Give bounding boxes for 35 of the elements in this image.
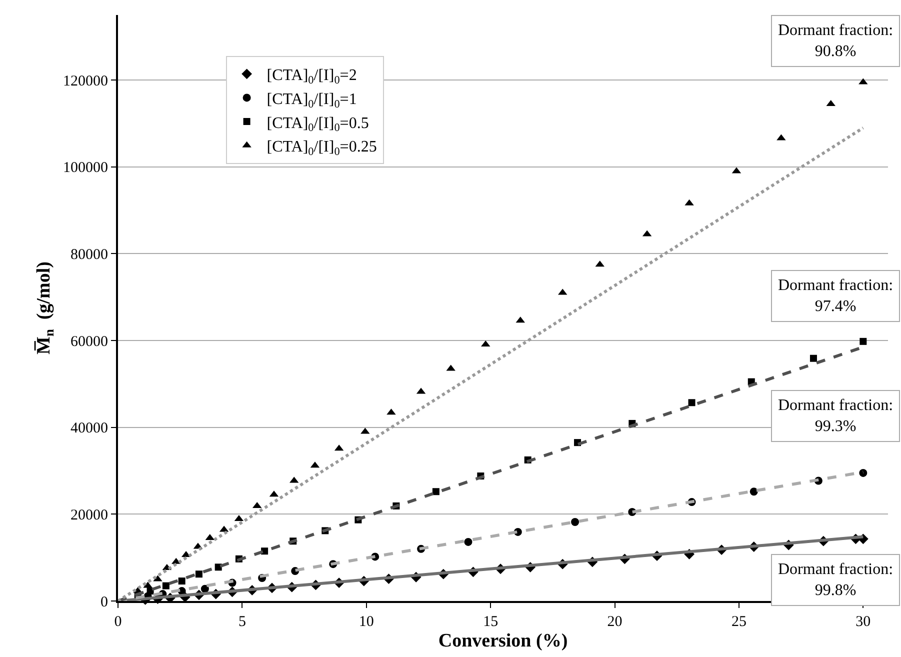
annotation: Dormant fraction: 90.8% <box>778 22 894 60</box>
point <box>178 578 186 585</box>
legend-label: [CTA]$_{0}$/[I]$_{0}$=1 <box>266 90 357 110</box>
y-tick-label: 80000 <box>70 246 108 263</box>
point <box>195 570 202 578</box>
y-tick-label: 120000 <box>63 73 108 90</box>
point <box>688 399 696 406</box>
point <box>750 488 758 496</box>
x-tick-label: 15 <box>483 614 498 630</box>
y-tick-label: 60000 <box>70 334 108 350</box>
point <box>810 354 817 362</box>
legend-label: [CTA]$_{0}$/[I]$_{0}$=2 <box>266 67 357 87</box>
point <box>200 584 209 593</box>
point <box>162 582 170 590</box>
x-tick-label: 10 <box>358 614 374 630</box>
y-tick-label: 0 <box>100 594 108 610</box>
y-tick-label: 100000 <box>63 160 108 176</box>
y-tick-label: 40000 <box>70 420 108 437</box>
legend-label: [CTA]$_{0}$/[I]$_{0}$=0.5 <box>266 114 369 134</box>
point <box>571 518 580 526</box>
x-tick-label: 5 <box>238 614 246 630</box>
annotation: Dormant fraction: 99.3% <box>778 397 894 435</box>
y-tick-label: 20000 <box>70 507 108 524</box>
x-tick-label: 30 <box>856 614 871 630</box>
annotation: Dormant fraction: 99.8% <box>778 561 894 599</box>
x-tick-label: 20 <box>607 614 622 630</box>
x-tick-label: 25 <box>731 614 746 630</box>
point <box>860 338 867 345</box>
x-tick-label: 0 <box>114 614 122 630</box>
point <box>464 538 472 546</box>
point <box>432 488 440 496</box>
x-axis-title: Conversion (%) <box>438 630 568 652</box>
annotation: Dormant fraction: 97.4% <box>778 277 894 315</box>
point <box>859 468 868 477</box>
legend-label: [CTA]$_{0}$/[I]$_{0}$=0.25 <box>266 138 377 158</box>
